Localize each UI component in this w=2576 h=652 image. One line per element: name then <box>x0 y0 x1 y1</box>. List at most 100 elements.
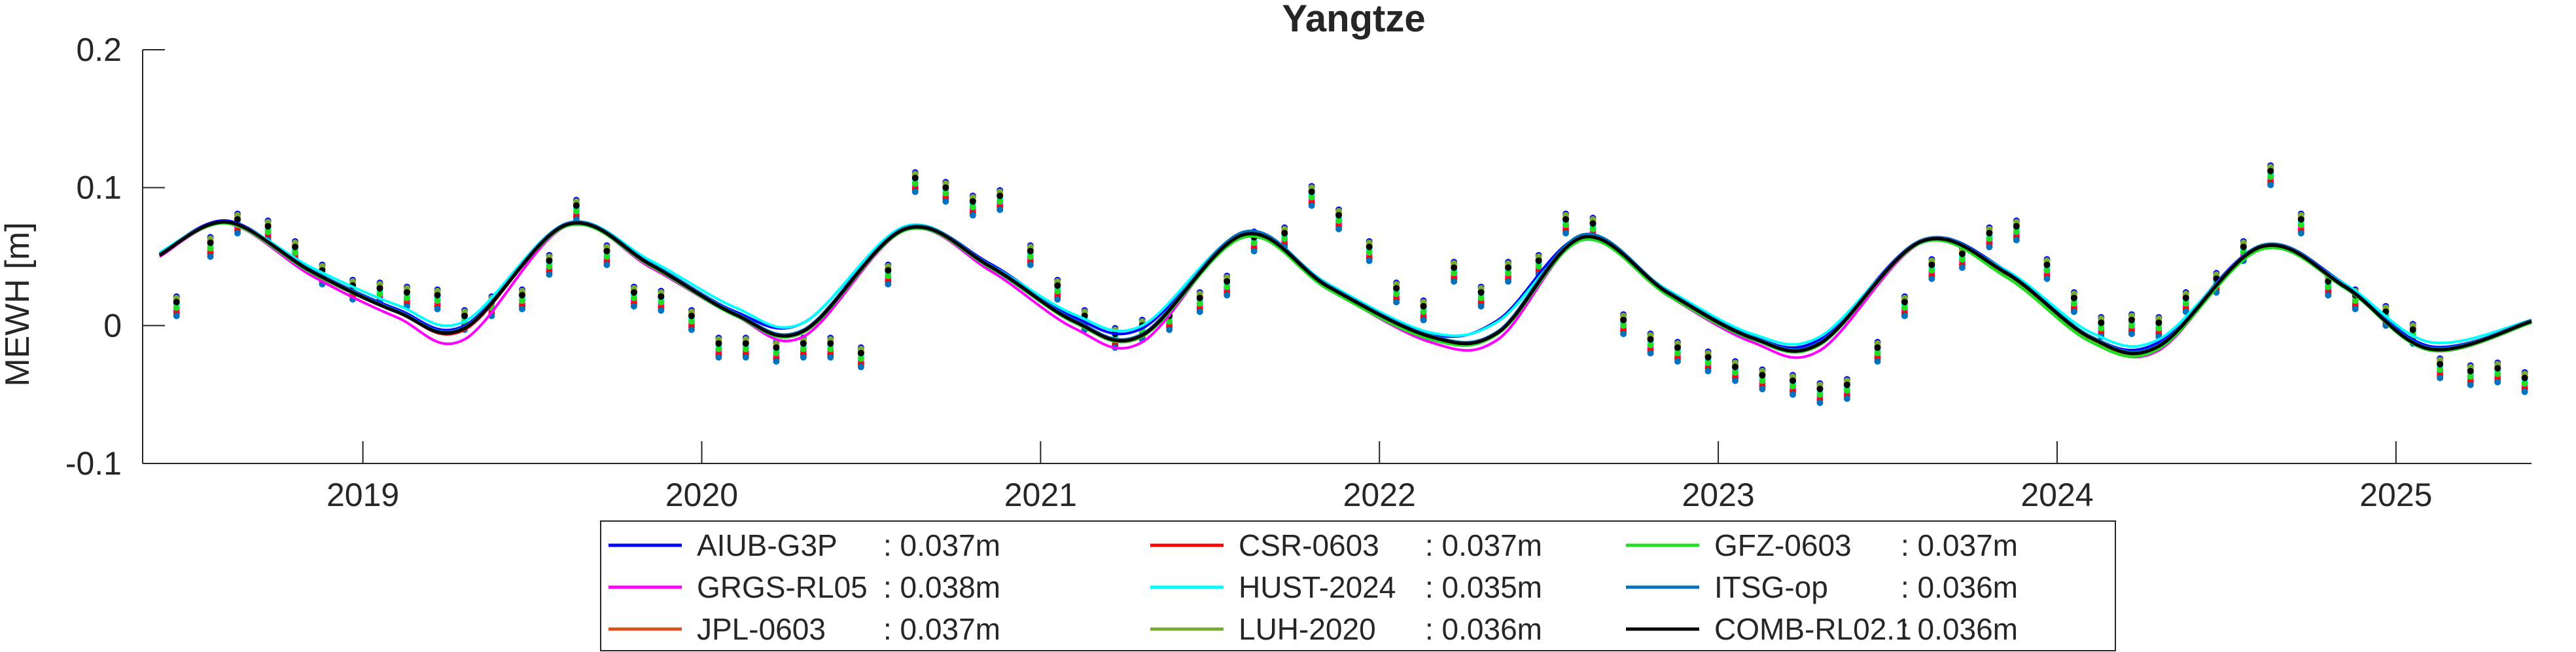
scatter-point <box>2297 216 2304 223</box>
scatter-point <box>857 350 864 357</box>
scatter-point <box>2155 319 2162 327</box>
scatter-point <box>773 350 780 357</box>
scatter-point <box>1874 358 1881 365</box>
scatter-point <box>1620 316 1627 323</box>
scatter-point <box>2325 278 2332 285</box>
scatter-point <box>173 304 180 311</box>
scatter-point <box>573 202 580 209</box>
scatter-point <box>2297 230 2304 237</box>
scatter-point <box>1986 230 1993 237</box>
scatter-point <box>1224 291 1231 299</box>
scatter-point <box>434 291 441 299</box>
scatter-point <box>1674 344 1681 352</box>
scatter-point <box>997 206 1004 213</box>
scatter-point <box>857 363 864 371</box>
scatter-point <box>2267 173 2274 180</box>
scatter-point <box>1393 299 1400 306</box>
scatter-point <box>885 281 892 288</box>
scatter-point <box>2409 326 2416 333</box>
scatter-point <box>1196 295 1203 302</box>
legend-rms-aiub-g3p: : 0.037m <box>883 528 1000 562</box>
scatter-point <box>1366 244 1373 251</box>
x-tick-label: 2022 <box>1343 477 1416 513</box>
scatter-point <box>911 188 919 195</box>
scatter-point <box>1647 336 1654 343</box>
legend-box <box>600 520 2116 651</box>
x-tick-label: 2020 <box>665 477 738 513</box>
legend: AIUB-G3P: 0.037m GRGS-RL05: 0.038m JPL-060… <box>600 520 2116 651</box>
scatter-point <box>603 261 610 268</box>
scatter-point <box>546 257 553 264</box>
scatter-point <box>1674 350 1681 357</box>
scatter-point <box>519 291 526 299</box>
scatter-point <box>742 340 749 347</box>
scatter-point <box>376 290 383 297</box>
scatter-point <box>2467 381 2474 388</box>
y-tick-label: -0.1 <box>65 445 122 482</box>
scatter-point <box>1505 278 1512 285</box>
scatter-point <box>2128 330 2135 337</box>
scatter-point <box>2182 300 2189 307</box>
scatter-point <box>1589 225 1597 232</box>
scatter-point <box>2070 300 2077 307</box>
scatter-point <box>1451 270 1458 277</box>
scatter-point <box>827 340 834 347</box>
legend-name-jpl-0603: JPL-0603 <box>697 612 826 646</box>
legend-name-csr-0603: CSR-0603 <box>1239 528 1379 562</box>
scatter-point <box>2297 221 2304 228</box>
scatter-point <box>1027 261 1034 268</box>
scatter-point <box>1196 308 1203 316</box>
x-tick-label: 2021 <box>1004 477 1077 513</box>
chart-title: Yangtze <box>1282 0 1425 40</box>
scatter-point <box>2070 295 2077 302</box>
scatter-point <box>403 289 410 296</box>
scatter-point <box>234 216 241 223</box>
legend-rms-csr-0603: : 0.037m <box>1425 528 1542 562</box>
scatter-point <box>942 184 949 191</box>
scatter-point <box>1366 257 1373 264</box>
scatter-point <box>742 353 749 361</box>
scatter-point <box>2521 380 2528 387</box>
legend-rms-grgs-rl05: : 0.038m <box>883 570 1000 604</box>
scatter-point <box>1224 278 1231 285</box>
scatter-point <box>1928 275 1935 282</box>
legend-name-aiub-g3p: AIUB-G3P <box>697 528 838 562</box>
scatter-point <box>403 295 410 302</box>
scatter-point <box>715 353 722 361</box>
scatter-point <box>1224 283 1231 291</box>
scatter-point <box>997 192 1004 200</box>
scatter-point <box>1562 221 1570 228</box>
scatter-point <box>1816 391 1824 398</box>
scatter-point <box>688 326 695 333</box>
scatter-point <box>207 245 214 252</box>
scatter-point <box>1281 235 1288 242</box>
scatter-point <box>1477 302 1485 310</box>
legend-name-comb-rl02-1: COMB-RL02.1 <box>1714 612 1912 646</box>
scatter-point <box>1790 391 1797 398</box>
scatter-point <box>1759 372 1766 379</box>
scatter-point <box>234 230 241 237</box>
scatter-point <box>1535 263 1542 270</box>
scatter-point <box>173 299 180 306</box>
scatter-point <box>1620 322 1627 329</box>
plot-area: -0.1 0 0.1 0.2 2019 2020 2021 2022 2023 2024 2025 <box>65 31 2532 513</box>
scatter-point <box>546 263 553 270</box>
scatter-point <box>2128 316 2135 323</box>
scatter-point <box>2013 228 2020 236</box>
scatter-point <box>1759 386 1766 393</box>
series-line-grgs-rl05 <box>158 222 2532 359</box>
scatter-point <box>2043 267 2051 274</box>
scatter-point <box>1958 256 1966 263</box>
legend-rms-gfz-0603: : 0.037m <box>1901 528 2018 562</box>
scatter-point <box>1166 318 1173 325</box>
scatter-point <box>1054 287 1061 295</box>
scatter-point <box>1732 377 1738 384</box>
scatter-point <box>546 271 553 278</box>
scatter-point <box>1451 278 1458 285</box>
scatter-point <box>969 204 976 211</box>
scatter-point <box>1335 211 1343 219</box>
legend-name-gfz-0603: GFZ-0603 <box>1714 528 1852 562</box>
legend-name-itsg-op: ITSG-op <box>1714 570 1828 604</box>
scatter-point <box>1901 299 1908 306</box>
scatter-point <box>1928 267 1935 274</box>
